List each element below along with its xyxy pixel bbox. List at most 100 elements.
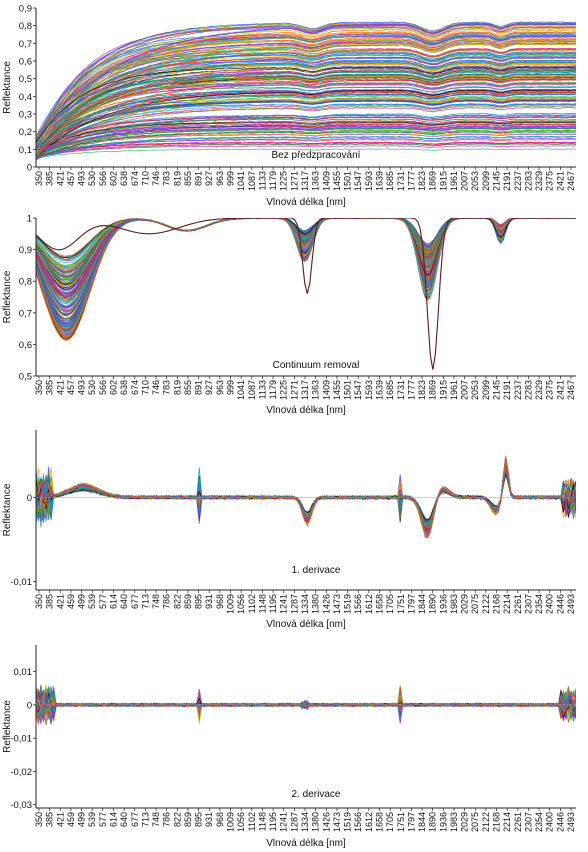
x-tick-label: 2467 <box>566 380 576 400</box>
x-tick-label: 530 <box>87 171 97 186</box>
x-tick-label: 539 <box>87 594 97 609</box>
series-line-outlier <box>36 218 576 370</box>
x-tick-label: 927 <box>204 171 214 186</box>
series-line <box>36 694 576 724</box>
x-tick-label: 2375 <box>545 171 555 191</box>
series-line <box>36 125 576 157</box>
x-tick-label: 1148 <box>257 594 267 613</box>
x-tick-label: 2400 <box>545 594 555 614</box>
x-tick-label: 1473 <box>332 812 342 832</box>
x-tick-label: 1501 <box>343 380 353 400</box>
x-tick-label: 2467 <box>566 171 576 191</box>
x-tick-label: 855 <box>183 380 193 395</box>
x-axis-label: Vlnová délka [nm] <box>266 197 346 208</box>
y-axis-label: Reflektance <box>2 61 13 114</box>
y-tick-label: 0 <box>27 700 32 711</box>
x-tick-label: 638 <box>119 171 129 186</box>
x-tick-label: 822 <box>172 594 182 609</box>
x-tick-label: 2261 <box>513 812 523 832</box>
x-tick-label: 350 <box>34 594 44 609</box>
series-line <box>36 116 576 152</box>
x-tick-label: 2122 <box>481 812 491 832</box>
x-tick-label: 2007 <box>460 171 470 191</box>
x-tick-label: 459 <box>66 812 76 827</box>
x-tick-label: 968 <box>215 812 225 827</box>
y-tick-label: 0,6 <box>19 57 32 68</box>
series-line <box>36 112 576 156</box>
x-tick-label: 1915 <box>438 380 448 400</box>
x-tick-label: 350 <box>34 812 44 827</box>
x-tick-label: 999 <box>226 171 236 186</box>
x-tick-label: 1056 <box>236 812 246 832</box>
y-tick-label: 0,9 <box>19 4 32 15</box>
x-tick-label: 2307 <box>523 812 533 832</box>
x-tick-label: 457 <box>66 380 76 395</box>
x-tick-label: 602 <box>108 380 118 395</box>
x-tick-label: 2446 <box>555 594 565 614</box>
x-tick-label: 1056 <box>236 594 246 614</box>
x-tick-label: 891 <box>194 380 204 395</box>
x-tick-label: 640 <box>119 812 129 827</box>
series-line <box>36 120 576 156</box>
x-tick-label: 968 <box>215 594 225 609</box>
series-line <box>36 29 576 153</box>
x-tick-label: 385 <box>45 380 55 395</box>
series-line <box>36 104 576 157</box>
x-tick-label: 2307 <box>523 594 533 614</box>
x-tick-label: 1179 <box>268 171 278 190</box>
x-tick-label: 1041 <box>236 380 246 400</box>
x-tick-label: 1225 <box>279 171 289 191</box>
x-tick-label: 1409 <box>321 380 331 400</box>
x-tick-label: 786 <box>162 594 172 609</box>
x-tick-label: 746 <box>151 380 161 395</box>
x-tick-label: 2493 <box>566 812 576 832</box>
x-tick-label: 746 <box>151 171 161 186</box>
y-tick-label: 0 <box>27 493 32 504</box>
series-line <box>36 686 576 715</box>
x-tick-label: 1179 <box>268 380 278 399</box>
x-axis-label: Vlnová délka [nm] <box>266 838 346 849</box>
x-tick-label: 1844 <box>417 594 427 614</box>
x-tick-label: 963 <box>215 171 225 186</box>
x-tick-label: 421 <box>55 594 65 609</box>
x-tick-label: 530 <box>87 380 97 395</box>
series-line <box>36 695 576 725</box>
y-tick-label: 0,5 <box>19 74 32 85</box>
x-tick-label: 1961 <box>449 380 459 400</box>
x-tick-label: 1087 <box>247 380 257 400</box>
x-tick-label: 1547 <box>353 171 363 191</box>
series-line <box>36 135 576 160</box>
x-tick-label: 1566 <box>353 812 363 832</box>
x-tick-label: 1287 <box>289 594 299 614</box>
x-tick-label: 2053 <box>470 171 480 191</box>
y-tick-label: 0,8 <box>19 21 32 32</box>
x-tick-label: 819 <box>172 380 182 395</box>
y-axis-label: Reflektance <box>2 270 13 323</box>
y-tick-label: 0,1 <box>19 145 32 156</box>
series-line <box>36 68 576 143</box>
series-line <box>36 81 576 152</box>
x-tick-label: 2400 <box>545 812 555 832</box>
y-tick-label: 0,7 <box>19 39 32 50</box>
x-tick-label: 1426 <box>321 812 331 832</box>
x-tick-label: 1593 <box>364 380 374 400</box>
x-tick-label: 1612 <box>364 812 374 832</box>
x-tick-label: 999 <box>226 380 236 395</box>
x-tick-label: 2145 <box>492 380 502 400</box>
series-line <box>36 59 576 158</box>
x-tick-label: 1869 <box>428 171 438 191</box>
x-tick-label: 1271 <box>289 171 299 191</box>
x-tick-label: 1519 <box>343 594 353 614</box>
x-axis-label: Vlnová délka [nm] <box>266 405 346 416</box>
x-tick-label: 1777 <box>406 171 416 191</box>
x-tick-label: 614 <box>108 594 118 609</box>
x-tick-label: 350 <box>34 171 44 186</box>
x-tick-label: 385 <box>45 812 55 827</box>
x-tick-label: 2329 <box>534 380 544 400</box>
series-line <box>36 685 576 717</box>
x-tick-label: 2354 <box>534 594 544 614</box>
x-tick-label: 1915 <box>438 171 448 191</box>
series-line <box>36 136 576 156</box>
